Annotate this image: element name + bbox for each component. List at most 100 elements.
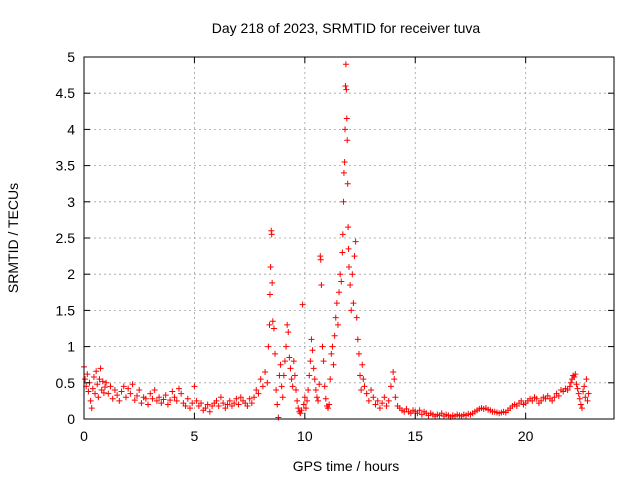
data-point [339,249,346,256]
data-point [350,300,357,307]
data-point [348,307,355,314]
data-point [309,347,316,354]
data-point [297,410,304,417]
data-point [259,383,266,390]
data-point [255,390,262,397]
data-point [237,394,244,401]
y-tick-label: 4 [67,121,75,137]
data-point [244,402,251,409]
data-point [313,394,320,401]
data-point [551,394,558,401]
data-point [90,374,97,381]
data-point [295,405,302,412]
data-point [370,394,377,401]
data-point [310,365,317,372]
data-point [151,387,158,394]
data-point [328,350,335,357]
data-point [220,400,227,407]
data-point [87,397,94,404]
data-point [173,397,180,404]
x-tick-label: 5 [191,428,199,444]
data-point [365,397,372,404]
data-point [580,388,587,395]
data-point [353,314,360,321]
data-point [585,390,592,397]
data-point [116,397,123,404]
data-point [85,388,92,395]
data-point [359,361,366,368]
data-point [311,376,318,383]
data-point [315,397,322,404]
data-point [390,368,397,375]
x-tick-label: 20 [518,428,534,444]
data-point [114,392,121,399]
data-point [184,395,191,402]
data-point [122,394,129,401]
data-point [178,390,185,397]
data-point [566,383,573,390]
data-point [235,401,242,408]
data-point [266,291,273,298]
data-point [274,401,281,408]
data-point [361,383,368,390]
x-tick-label: 15 [407,428,423,444]
data-point [349,271,356,278]
x-tick-label: 0 [80,428,88,444]
y-tick-label: 2.5 [56,230,76,246]
data-point [327,376,334,383]
data-point [231,400,238,407]
data-point [360,376,367,383]
data-point [576,395,583,402]
data-point [573,381,580,388]
data-point [100,389,107,396]
data-point [136,387,143,394]
data-point [257,376,264,383]
data-point [533,395,540,402]
data-point [347,282,354,289]
data-point [346,263,352,270]
data-point [226,397,233,404]
data-point [224,401,231,408]
data-point [340,198,347,205]
data-point [320,358,327,365]
data-point [385,397,392,404]
chart-title: Day 218 of 2023, SRMTID for receiver tuv… [212,20,481,36]
data-point [298,407,305,414]
data-point [120,383,127,390]
data-point [93,368,100,375]
data-point [167,397,174,404]
data-point [103,379,110,386]
data-point [358,387,365,394]
y-tick-label: 1.5 [56,302,76,318]
data-point [368,387,375,394]
data-point [304,397,311,404]
data-point [330,361,337,368]
data-point [290,358,297,365]
data-point [191,383,198,390]
data-point [306,372,313,379]
data-point [342,82,349,89]
data-point [222,405,229,412]
data-point [321,383,328,390]
data-point [96,376,103,383]
data-point [171,394,178,401]
data-point [95,394,102,401]
data-point [392,394,399,401]
data-point [332,314,339,321]
data-point [153,397,160,404]
data-point [145,401,152,408]
data-point [387,383,394,390]
y-axis-ticks: 0 0.5 1 1.5 2 2.5 3 3.5 4 4.5 5 [56,49,614,427]
data-point [357,372,364,379]
data-point [107,383,114,390]
data-point [213,397,220,404]
data-point [266,321,273,328]
data-point [312,387,319,394]
data-point [187,405,193,412]
data-point [284,321,291,328]
data-point [268,231,275,238]
data-point [291,372,298,379]
data-point [175,385,182,392]
data-point [82,376,89,383]
